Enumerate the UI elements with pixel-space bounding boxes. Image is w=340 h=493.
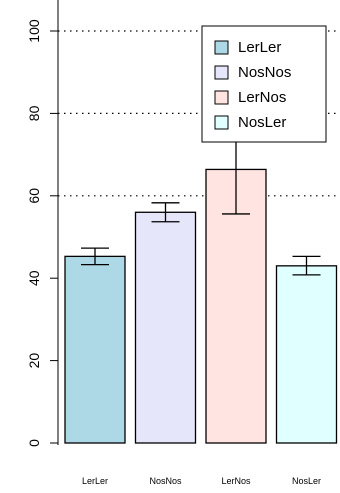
legend-swatch xyxy=(214,65,229,80)
bar-nosler xyxy=(275,265,338,444)
bar-lernos xyxy=(205,168,267,444)
y-tick-label: 0 xyxy=(26,439,42,447)
error-bar-nosnos xyxy=(151,202,180,223)
x-category-label: LerLer xyxy=(82,476,108,486)
legend-swatch xyxy=(214,90,229,105)
bars xyxy=(64,168,338,444)
y-tick-label: 100 xyxy=(26,19,42,43)
x-category-label: NosNos xyxy=(149,476,182,486)
legend-label: LerNos xyxy=(238,89,286,106)
y-tick-label: 40 xyxy=(26,270,42,286)
error-bar-nosler xyxy=(292,255,321,276)
legend: LerLer NosNos LerNos NosLer xyxy=(201,25,327,143)
error-bar-lerler xyxy=(81,247,109,266)
legend-swatch xyxy=(214,40,229,55)
legend-swatch xyxy=(214,115,229,130)
error-bars xyxy=(81,124,321,276)
y-tick-label: 80 xyxy=(26,105,42,121)
legend-label: NosLer xyxy=(238,114,286,131)
y-tick-label: 60 xyxy=(26,188,42,204)
y-axis-ticks: 0 20 40 60 80 100 xyxy=(26,19,58,447)
legend-label: NosNos xyxy=(238,64,291,81)
x-axis-labels: LerLer NosNos LerNos NosLer xyxy=(82,476,321,486)
y-tick-label: 20 xyxy=(26,353,42,369)
bar-nosnos xyxy=(134,211,197,444)
x-category-label: LerNos xyxy=(221,476,251,486)
bar-lerler xyxy=(64,255,126,444)
legend-label: LerLer xyxy=(238,39,281,56)
x-category-label: NosLer xyxy=(292,476,321,486)
